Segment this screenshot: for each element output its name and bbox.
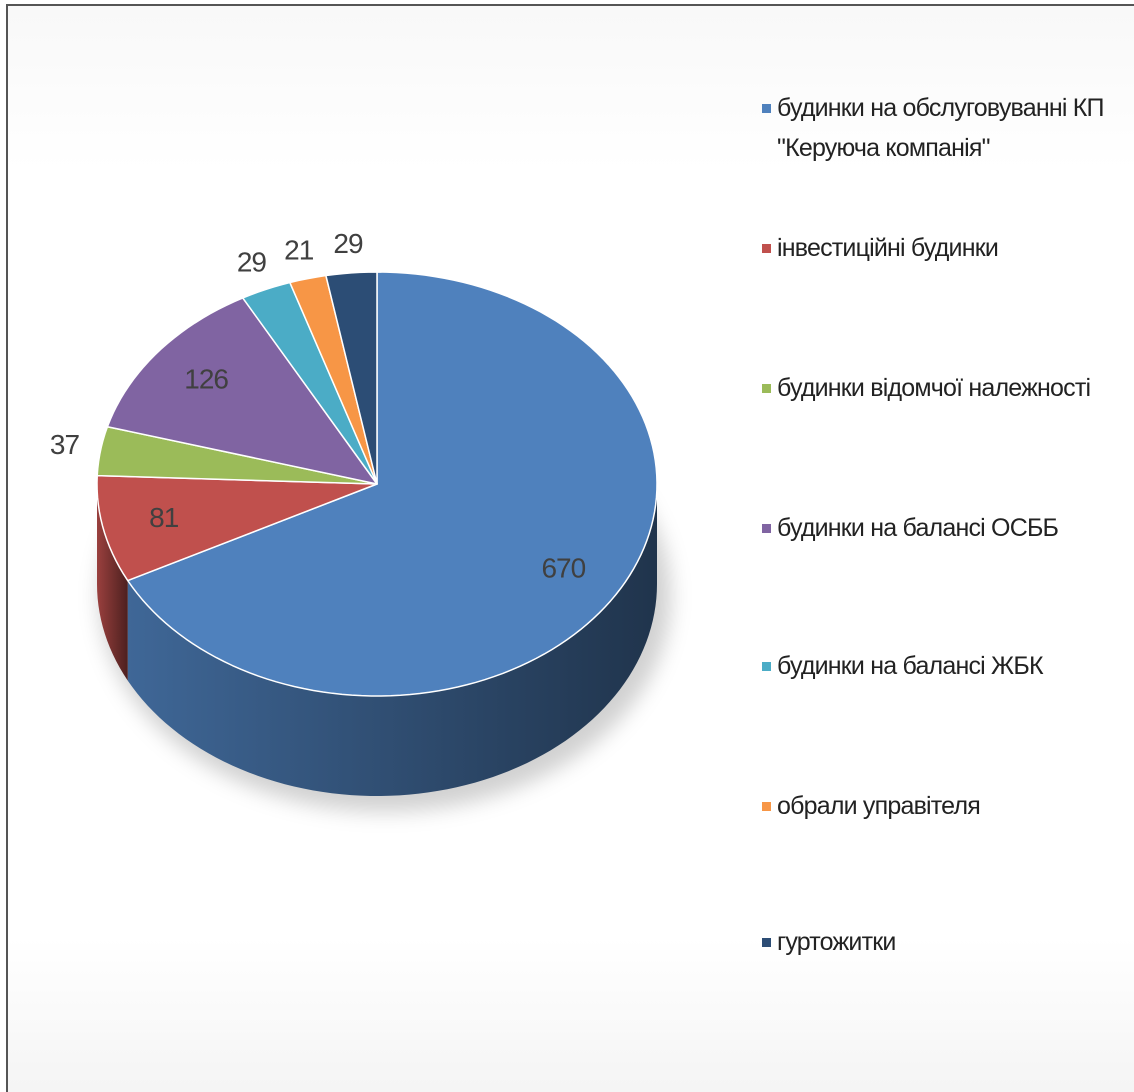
legend-swatch — [762, 384, 771, 393]
legend-item: будинки на балансі ЖБК — [762, 646, 1127, 686]
legend-item: гуртожитки — [762, 922, 1127, 962]
legend-label: інвестиційні будинки — [777, 234, 999, 262]
legend-label: обрали управітеля — [777, 792, 981, 820]
legend-swatch — [762, 662, 771, 671]
legend-item: будинки на балансі ОСББ — [762, 508, 1127, 548]
slice — [242, 281, 378, 485]
legend-label: будинки на балансі ОСББ — [777, 514, 1059, 542]
data-label: 81 — [149, 502, 179, 533]
legend-label: будинки на балансі ЖБК — [777, 652, 1044, 680]
legend-swatch — [762, 244, 771, 253]
data-label: 37 — [50, 429, 80, 460]
data-label: 29 — [237, 247, 267, 278]
legend-label: гуртожитки — [777, 928, 896, 956]
data-label: 21 — [284, 234, 314, 265]
slice — [96, 474, 378, 582]
slice-side — [127, 484, 657, 796]
slice — [106, 297, 378, 485]
data-label: 29 — [333, 228, 363, 259]
slice-side — [97, 484, 128, 681]
data-label: 670 — [541, 553, 585, 584]
legend-swatch — [762, 104, 771, 113]
legend-swatch — [762, 524, 771, 533]
legend-item: інвестиційні будинки — [762, 228, 1127, 268]
legend-item: обрали управітеля — [762, 786, 1127, 826]
legend-swatch — [762, 802, 771, 811]
slice — [325, 271, 378, 485]
legend-label: будинки відомчої належності — [777, 374, 1091, 402]
legend-item: будинки відомчої належності — [762, 368, 1127, 408]
legend-label: будинки на обслуговуванні КП "Керуюча ко… — [777, 94, 1104, 162]
data-label: 126 — [184, 363, 228, 394]
legend-item: будинки на обслуговуванні КП "Керуюча ко… — [762, 88, 1127, 168]
slice — [126, 271, 658, 697]
legend-swatch — [762, 938, 771, 947]
